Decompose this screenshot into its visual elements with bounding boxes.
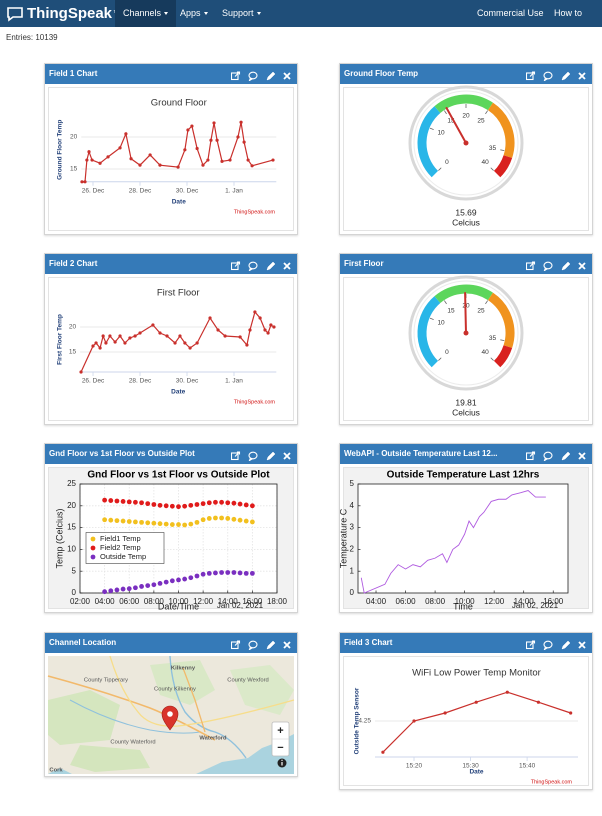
icon-open[interactable] (230, 71, 241, 81)
icon-set (525, 261, 586, 272)
panel-title: Field 1 Chart (49, 69, 98, 78)
panel-body (343, 87, 589, 231)
icon-comment[interactable] (543, 640, 553, 651)
panel-icons (525, 638, 588, 658)
icon-open[interactable] (525, 261, 536, 271)
icon-set (230, 71, 291, 82)
icon-set (525, 71, 586, 82)
icon-close[interactable] (578, 72, 586, 80)
panel-icons (230, 449, 293, 469)
panel-body (48, 87, 294, 231)
icon-comment[interactable] (248, 261, 258, 272)
panel-icons (525, 449, 588, 469)
icon-set (230, 640, 291, 651)
icon-comment[interactable] (248, 71, 258, 82)
panel: Channel Location (44, 632, 298, 777)
icon-open[interactable] (230, 451, 241, 461)
icon-comment[interactable] (543, 261, 553, 272)
link-buy[interactable]: How to Buy (554, 8, 583, 45)
panel: Gnd Floor vs 1st Floor vs Outside Plot (44, 443, 298, 613)
panel-body (343, 467, 589, 609)
icon-close[interactable] (283, 262, 291, 270)
icon-open[interactable] (525, 640, 536, 650)
panel-header: Field 1 Chart (45, 64, 297, 84)
panel-title: Channel Location (49, 638, 117, 647)
icon-set (525, 451, 586, 462)
menu-apps[interactable]: Apps (172, 0, 216, 27)
icon-close[interactable] (578, 641, 586, 649)
icon-set (525, 640, 586, 651)
panel: Ground Floor Temp (339, 63, 593, 235)
entries: Entries: 10139 (6, 33, 58, 42)
panel: First Floor (339, 253, 593, 425)
panel-header: Ground Floor Temp (340, 64, 592, 84)
panel-body (48, 277, 294, 421)
panel-title: First Floor (344, 259, 384, 268)
icon-edit[interactable] (266, 451, 276, 461)
icon-close[interactable] (578, 452, 586, 460)
panel-title: Field 3 Chart (344, 638, 393, 647)
icon-open[interactable] (230, 640, 241, 650)
panel-title: Gnd Floor vs 1st Floor vs Outside Plot (49, 449, 195, 458)
logo-icon (7, 6, 23, 22)
panel-header: Field 3 Chart (340, 633, 592, 653)
icon-open[interactable] (525, 71, 536, 81)
panel-body (343, 277, 589, 421)
panel-title: WebAPI - Outside Temperature Last 12... (344, 449, 498, 458)
icon-edit[interactable] (266, 71, 276, 81)
panel-icons (230, 69, 293, 89)
panel: Field 2 Chart (44, 253, 298, 425)
panel-title: Ground Floor Temp (344, 69, 419, 78)
panel-body (343, 656, 589, 786)
icon-edit[interactable] (561, 451, 571, 461)
panel-icons (525, 259, 588, 279)
brand[interactable]: ThingSpeak™ (6, 3, 120, 24)
icon-close[interactable] (283, 452, 291, 460)
panel-icons (230, 638, 293, 658)
icon-comment[interactable] (543, 71, 553, 82)
panel-header: Gnd Floor vs 1st Floor vs Outside Plot (45, 444, 297, 464)
menu-support[interactable]: Support (214, 0, 269, 27)
icon-open[interactable] (525, 451, 536, 461)
icon-edit[interactable] (266, 261, 276, 271)
link-commercial[interactable]: Commercial Use (477, 8, 544, 18)
icon-comment[interactable] (248, 451, 258, 462)
panel-title: Field 2 Chart (49, 259, 98, 268)
panel-header: WebAPI - Outside Temperature Last 12... (340, 444, 592, 464)
icon-edit[interactable] (561, 71, 571, 81)
menu-channels[interactable]: Channels (115, 0, 177, 27)
icon-close[interactable] (578, 262, 586, 270)
panel-icons (230, 259, 293, 279)
panel-icons (525, 69, 588, 89)
brand-name: ThingSpeak (27, 5, 113, 22)
navbar: ThingSpeak™ Channels Apps Support Commer… (0, 0, 602, 45)
icon-set (230, 261, 291, 272)
panel: Field 1 Chart (44, 63, 298, 235)
icon-edit[interactable] (561, 261, 571, 271)
icon-open[interactable] (230, 261, 241, 271)
panel: WebAPI - Outside Temperature Last 12... (339, 443, 593, 613)
panel-header: Channel Location (45, 633, 297, 653)
icon-close[interactable] (283, 641, 291, 649)
icon-edit[interactable] (561, 640, 571, 650)
panel-body (48, 656, 294, 773)
icon-close[interactable] (283, 72, 291, 80)
panel-header: Field 2 Chart (45, 254, 297, 274)
icon-comment[interactable] (248, 640, 258, 651)
icon-comment[interactable] (543, 451, 553, 462)
icon-set (230, 451, 291, 462)
panel-header: First Floor (340, 254, 592, 274)
icon-edit[interactable] (266, 640, 276, 650)
panel-body (48, 467, 294, 609)
panel: Field 3 Chart (339, 632, 593, 790)
